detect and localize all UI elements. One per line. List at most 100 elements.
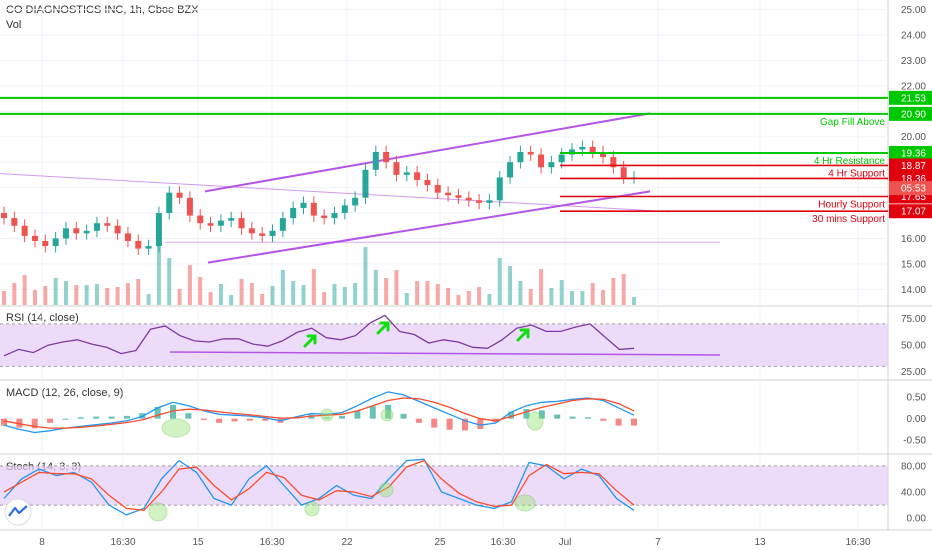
candle-body[interactable] [290, 207, 297, 219]
candle-body[interactable] [73, 228, 80, 234]
macd-histogram-bar [523, 408, 530, 419]
macd-histogram-bar [47, 418, 54, 423]
price-level-value: 18.87 [901, 161, 926, 172]
volume-bar [301, 285, 306, 305]
price-axis[interactable]: 14.0015.0016.0017.0018.0019.0020.0021.00… [889, 5, 932, 525]
candle-body[interactable] [476, 200, 483, 203]
macd-histogram-bar [538, 410, 545, 419]
candle-body[interactable] [527, 152, 534, 155]
volume-bar [415, 281, 420, 305]
volume-bar [363, 247, 368, 305]
tradingview-logo[interactable] [4, 498, 32, 526]
volume-bar [332, 284, 337, 305]
price-tick-label: 14.00 [901, 285, 926, 296]
candle-body[interactable] [62, 228, 69, 239]
candle-body[interactable] [83, 230, 90, 234]
candle-body[interactable] [610, 157, 617, 168]
candle-body[interactable] [31, 235, 38, 241]
candle-body[interactable] [124, 233, 131, 241]
green-arrow-icon [376, 321, 390, 335]
candle-body[interactable] [486, 200, 493, 203]
candle-body[interactable] [455, 195, 462, 198]
candle-body[interactable] [445, 192, 452, 196]
candle-body[interactable] [352, 197, 359, 206]
candle-body[interactable] [279, 218, 286, 231]
candle-body[interactable] [393, 162, 400, 175]
candle-body[interactable] [331, 213, 338, 219]
candle-body[interactable] [145, 246, 152, 249]
volume-bar [125, 283, 130, 305]
candle-body[interactable] [321, 215, 328, 219]
candle-body[interactable] [569, 149, 576, 155]
candle-body[interactable] [42, 240, 49, 247]
candle-body[interactable] [424, 179, 431, 186]
volume-bar [218, 284, 223, 305]
volume-label: Vol [6, 19, 22, 31]
stoch-pane[interactable] [0, 458, 888, 522]
candle-body[interactable] [1, 213, 7, 219]
grid [0, 0, 932, 531]
candle-body[interactable] [300, 202, 307, 208]
candle-body[interactable] [362, 169, 369, 198]
candle-body[interactable] [21, 225, 28, 236]
candle-body[interactable] [259, 233, 266, 236]
candle-body[interactable] [166, 192, 173, 214]
candle-body[interactable] [538, 154, 545, 168]
candle-body[interactable] [465, 197, 472, 201]
candle-body[interactable] [176, 192, 183, 198]
macd-pane[interactable] [1, 391, 637, 438]
candle-body[interactable] [11, 218, 18, 226]
candle-body[interactable] [496, 177, 503, 201]
candle-body[interactable] [217, 220, 224, 226]
candle-body[interactable] [383, 152, 390, 163]
candle-body[interactable] [310, 202, 317, 216]
candle-body[interactable] [600, 152, 607, 158]
rsi-pane[interactable] [0, 314, 888, 367]
candle-body[interactable] [414, 172, 421, 180]
candle-body[interactable] [517, 152, 524, 163]
candle-body[interactable] [207, 223, 214, 226]
candle-body[interactable] [238, 218, 245, 229]
channel-lower-line [207, 190, 651, 264]
candle-body[interactable] [372, 152, 379, 170]
candle-body[interactable] [248, 228, 255, 234]
candle-body[interactable] [434, 185, 441, 193]
candle-body[interactable] [155, 213, 162, 247]
rsi-tick-label: 50.00 [901, 341, 926, 352]
candle-body[interactable] [114, 225, 121, 234]
candle-body[interactable] [403, 172, 410, 175]
candle-body[interactable] [507, 162, 514, 178]
candle-body[interactable] [558, 154, 565, 163]
candle-body[interactable] [579, 146, 586, 150]
candle-body[interactable] [620, 167, 627, 178]
volume-bar [373, 270, 378, 305]
stoch-tick-label: 0.00 [907, 514, 927, 525]
price-level-annotation: Hourly Support [818, 199, 885, 210]
candle-body[interactable] [589, 146, 596, 152]
candle-body[interactable] [93, 223, 100, 231]
volume-bar [208, 292, 213, 305]
price-tick-label: 15.00 [901, 259, 926, 270]
price-tick-label: 25.00 [901, 5, 926, 16]
price-level-annotation: 30 mins Support [812, 214, 885, 225]
candle-body[interactable] [52, 238, 59, 247]
candle-body[interactable] [341, 205, 348, 214]
stoch-band [0, 465, 888, 506]
candle-body[interactable] [186, 197, 193, 216]
volume-bar [435, 284, 440, 305]
rsi-tick-label: 25.00 [901, 367, 926, 378]
candle-body[interactable] [104, 223, 111, 226]
price-level-value: 17.65 [901, 192, 926, 203]
candle-body[interactable] [228, 218, 235, 221]
candle-body[interactable] [548, 162, 555, 168]
time-axis[interactable]: 8 16:30 15 16:30 22 25 16:30 Jul 7 13 16:30 [39, 537, 871, 548]
volume-bar [311, 269, 316, 305]
candle-body[interactable] [197, 215, 204, 224]
macd-histogram-bar [108, 416, 115, 419]
candle-body[interactable] [269, 230, 276, 236]
volume-bar [63, 281, 68, 305]
candle-body[interactable] [135, 240, 142, 249]
price-level-tag [889, 146, 932, 161]
